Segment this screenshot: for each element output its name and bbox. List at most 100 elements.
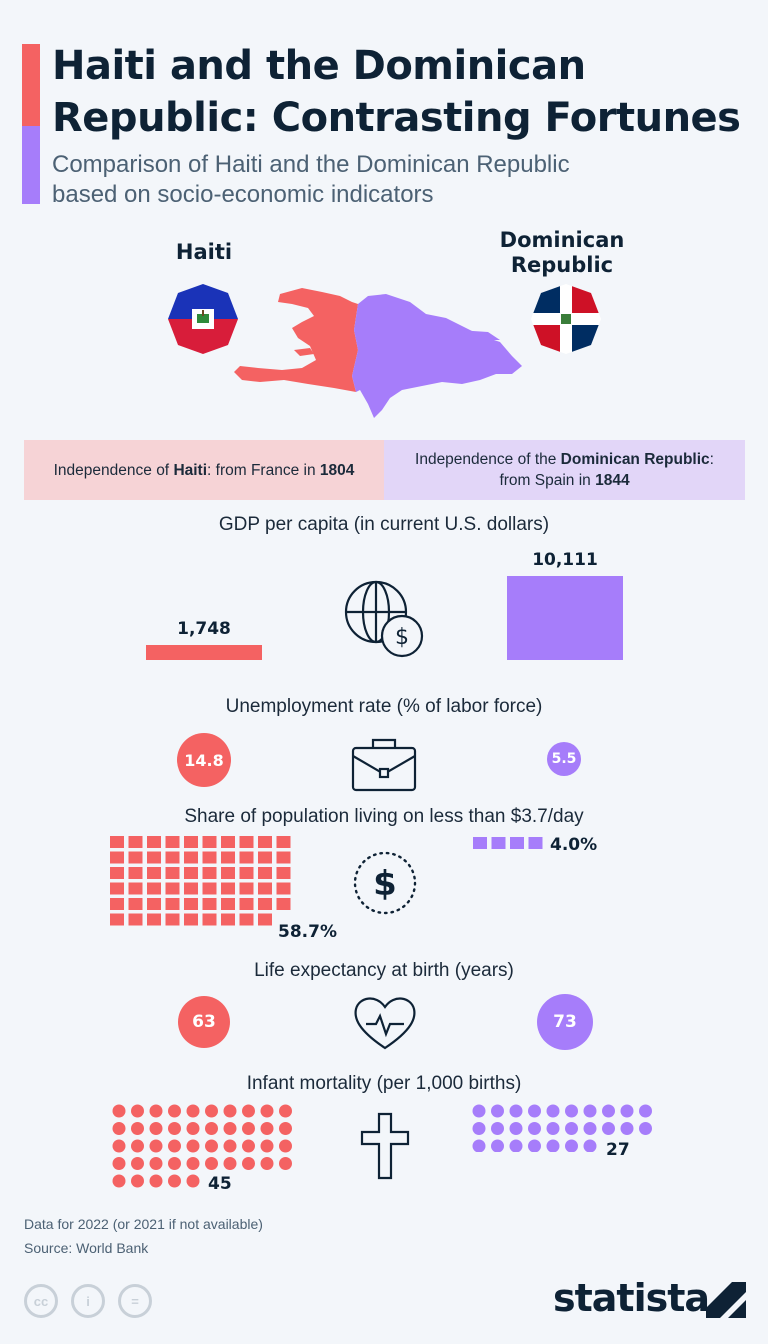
infant-dot-dr [546, 1139, 560, 1152]
poverty-value-haiti: 58.7% [278, 922, 337, 942]
poverty-square-haiti [202, 867, 217, 879]
title-line-2: Republic: Contrasting Fortunes [52, 95, 741, 141]
dr-peninsula-shape [458, 330, 500, 340]
infant-dot-dr [583, 1104, 597, 1118]
poverty-square-haiti [258, 882, 272, 895]
poverty-square-haiti [184, 836, 198, 848]
poverty-square-haiti [258, 913, 272, 926]
infant-dot-dr [620, 1104, 634, 1118]
infant-dot-haiti [149, 1174, 163, 1188]
life-bubble-dr: 73 [537, 994, 593, 1050]
poverty-square-haiti [165, 898, 180, 910]
poverty-square-haiti [110, 836, 124, 848]
poverty-value-dr: 4.0% [550, 835, 598, 855]
statista-logo[interactable]: statista [553, 1276, 710, 1320]
poverty-square-dr [528, 837, 543, 849]
dr-label-line-1: Dominican [499, 228, 625, 252]
infant-dot-haiti [168, 1157, 181, 1170]
poverty-square-haiti [258, 867, 272, 879]
poverty-square-haiti [221, 851, 235, 864]
infant-dot-haiti [242, 1104, 255, 1118]
poverty-square-haiti [110, 867, 124, 879]
subtitle-line-2: based on socio-economic indicators [52, 181, 434, 208]
infant-dot-haiti [168, 1122, 181, 1135]
infant-dot-haiti [112, 1157, 126, 1170]
unemployment-bubble-dr: 5.5 [547, 742, 581, 776]
poverty-square-haiti [165, 882, 180, 895]
poverty-square-haiti [110, 898, 124, 910]
infant-dot-haiti [205, 1104, 218, 1118]
infant-value-haiti: 45 [208, 1174, 232, 1194]
poverty-square-haiti [165, 851, 180, 864]
dr-independence-box: Independence of the Dominican Republic: … [384, 440, 745, 500]
poverty-square-haiti [165, 836, 180, 848]
infant-dot-haiti [205, 1122, 218, 1135]
poverty-square-haiti [147, 867, 161, 879]
poverty-square-haiti [165, 867, 180, 879]
poverty-square-haiti [202, 882, 217, 895]
poverty-square-haiti [221, 913, 235, 926]
svg-text:$: $ [395, 625, 409, 650]
infant-dot-dr [528, 1104, 541, 1118]
infant-dot-haiti [131, 1122, 144, 1135]
gdp-value-dr: 10,111 [532, 550, 598, 570]
poverty-square-haiti [184, 882, 198, 895]
poverty-square-haiti [239, 836, 254, 848]
life-bubble-haiti: 63 [178, 996, 230, 1048]
infant-dot-haiti [131, 1157, 144, 1170]
poverty-square-haiti [202, 898, 217, 910]
infant-dot-haiti [168, 1104, 181, 1118]
infant-dot-haiti [112, 1104, 126, 1118]
infant-dot-haiti [149, 1122, 163, 1135]
infant-dot-haiti [149, 1157, 163, 1170]
no-derivatives-icon[interactable]: = [118, 1284, 152, 1318]
title-accent-bar [22, 44, 40, 126]
infant-dot-haiti [131, 1104, 144, 1118]
unemployment-section-title: Unemployment rate (% of labor force) [225, 696, 543, 717]
infant-dot-dr [565, 1139, 578, 1152]
infant-dot-dr [528, 1122, 541, 1135]
infant-dot-haiti [205, 1157, 218, 1170]
poverty-square-haiti [184, 898, 198, 910]
poverty-square-haiti [276, 836, 291, 848]
attribution-icon[interactable]: i [71, 1284, 105, 1318]
poverty-square-haiti [128, 851, 143, 864]
poverty-square-haiti [110, 913, 124, 926]
poverty-square-haiti [202, 851, 217, 864]
haiti-indep-year: 1804 [319, 461, 355, 479]
poverty-square-haiti [276, 882, 291, 895]
infant-dot-haiti [168, 1174, 181, 1188]
gdp-value-haiti: 1,748 [177, 619, 231, 639]
infant-dot-haiti [279, 1139, 292, 1153]
dr-map-shape [352, 294, 522, 418]
infant-dot-haiti [279, 1104, 292, 1118]
infant-dot-haiti [260, 1139, 274, 1153]
poverty-square-haiti [128, 898, 143, 910]
poverty-square-haiti [110, 882, 124, 895]
gdp-bar-haiti [146, 645, 262, 660]
poverty-square-haiti [258, 851, 272, 864]
infant-dot-dr [491, 1104, 504, 1118]
infant-dot-dr [491, 1139, 504, 1152]
dollar-coin-icon: $ [353, 851, 417, 915]
infant-dot-dr [639, 1104, 652, 1118]
dr-flag-icon [531, 284, 601, 354]
poverty-square-dr [491, 837, 506, 849]
infant-dot-dr [546, 1104, 560, 1118]
gdp-bar-dr [507, 576, 623, 660]
haiti-indep-prefix: Independence of [53, 461, 174, 479]
poverty-square-haiti [239, 867, 254, 879]
poverty-square-haiti [128, 867, 143, 879]
title-line-1: Haiti and the Dominican [52, 43, 586, 89]
haiti-label: Haiti [175, 240, 233, 264]
page-title: Haiti and the Dominican Republic: Contra… [52, 40, 762, 144]
cc-license-icon[interactable]: cc [24, 1284, 58, 1318]
poverty-square-haiti [110, 851, 124, 864]
infant-dot-dr [602, 1104, 615, 1118]
infant-dot-haiti [186, 1157, 200, 1170]
statista-logo-mark-icon [706, 1282, 746, 1318]
haiti-flag-icon [168, 284, 238, 354]
infant-dot-dr [583, 1122, 597, 1135]
haiti-indep-mid: : from France in [207, 461, 320, 479]
infant-dot-haiti [223, 1139, 237, 1153]
